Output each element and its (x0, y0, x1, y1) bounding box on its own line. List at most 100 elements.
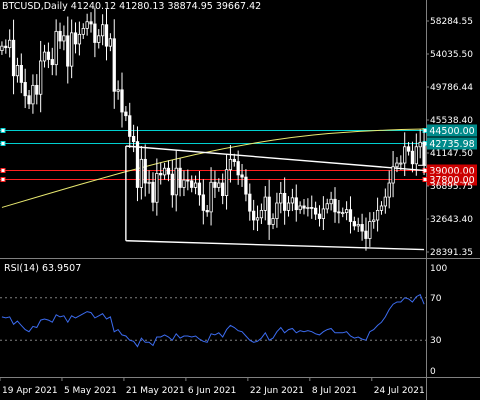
candle-body-37 (143, 158, 147, 184)
candle-body-66 (255, 217, 260, 221)
candle-body-4 (15, 65, 20, 77)
time-tick-0: 19 Apr 2021 (2, 386, 58, 396)
candle-38 (147, 170, 151, 194)
time-tick-1: 5 May 2021 (64, 386, 117, 396)
symbol-header: BTCUSD,Daily 41240.12 41280.13 38874.95 … (2, 1, 261, 12)
candle-body-102 (395, 162, 399, 168)
candle-80 (310, 195, 314, 219)
candle-body-96 (372, 219, 376, 222)
candle-body-92 (356, 224, 360, 227)
candle-102 (395, 157, 399, 173)
level-handle-right-3 (422, 177, 428, 182)
candle-106 (410, 141, 415, 173)
candle-62 (240, 163, 244, 187)
candle-body-76 (294, 197, 298, 211)
candle-107 (414, 133, 418, 176)
candle-35 (135, 126, 140, 202)
level-handle-left-3 (0, 177, 6, 182)
candle-body-18 (70, 32, 74, 67)
candle-body-20 (77, 33, 82, 45)
candle-33 (128, 102, 132, 149)
candle-79 (306, 198, 310, 217)
candle-98 (379, 201, 384, 215)
candle-56 (217, 178, 221, 192)
price-tick-3: 45538.40 (430, 116, 473, 126)
time-tick-2: 21 May 2021 (126, 386, 185, 396)
candle-body-58 (224, 169, 229, 196)
candle-19 (73, 22, 78, 54)
candle-49 (190, 175, 194, 193)
candle-59 (228, 145, 233, 183)
candle-89 (344, 201, 349, 221)
candle-body-62 (240, 174, 244, 178)
candle-95 (368, 212, 372, 247)
candle-91 (352, 216, 356, 231)
candle-body-8 (31, 84, 35, 105)
candle-body-57 (221, 182, 225, 196)
candle-73 (283, 177, 287, 225)
candle-body-51 (197, 182, 202, 196)
candle-96 (372, 211, 376, 229)
candle-body-105 (406, 146, 411, 152)
candle-body-53 (205, 209, 209, 213)
candle-78 (302, 199, 306, 215)
price-tick-2: 49786.44 (430, 83, 473, 93)
rsi-line (1, 293, 425, 348)
candle-4 (15, 57, 20, 83)
candle-body-73 (283, 192, 287, 211)
candle-86 (333, 187, 337, 223)
candle-68 (263, 186, 267, 221)
candle-body-3 (11, 39, 16, 77)
candle-body-103 (399, 162, 403, 165)
candle-body-95 (368, 221, 372, 239)
candle-body-43 (166, 167, 171, 175)
candle-body-6 (23, 82, 27, 97)
candle-body-99 (383, 196, 387, 207)
candle-2 (8, 29, 12, 58)
candle-body-98 (379, 205, 384, 211)
candle-body-39 (151, 181, 155, 203)
candle-body-31 (120, 89, 124, 113)
candle-body-35 (135, 141, 140, 188)
price-tick-0: 58284.55 (430, 17, 473, 27)
candle-body-91 (352, 221, 356, 227)
candle-body-22 (85, 21, 89, 29)
candle-25 (97, 29, 101, 49)
candle-body-67 (259, 209, 264, 219)
candle-body-26 (100, 24, 105, 37)
candle-body-12 (46, 51, 51, 60)
candle-body-86 (333, 198, 337, 213)
candle-43 (166, 160, 171, 182)
ohlc-readout: 41240.12 41280.13 38874.95 39667.42 (70, 1, 262, 12)
candle-32 (124, 106, 128, 122)
candle-47 (182, 170, 186, 197)
candle-87 (337, 200, 341, 224)
level-label-bg-0 (427, 124, 477, 137)
candle-body-23 (89, 21, 93, 25)
candle-21 (81, 23, 85, 39)
candle-body-16 (62, 35, 66, 42)
candle-body-15 (58, 30, 62, 42)
candle-body-79 (306, 207, 310, 209)
candle-body-49 (190, 180, 194, 188)
candle-body-9 (35, 84, 39, 95)
candle-16 (62, 25, 66, 51)
trendline-lower (125, 240, 425, 251)
candle-body-93 (360, 224, 364, 232)
candle-97 (375, 197, 380, 232)
candle-31 (120, 72, 124, 128)
candle-body-81 (313, 207, 318, 215)
candle-body-109 (422, 141, 426, 166)
candle-14 (54, 19, 58, 76)
candle-body-30 (116, 89, 120, 92)
candle-101 (391, 150, 395, 198)
candle-76 (294, 184, 298, 222)
candle-body-69 (267, 196, 271, 225)
time-tick-4: 22 Jun 2021 (250, 386, 304, 396)
candle-3 (11, 19, 16, 95)
candle-100 (387, 170, 391, 209)
candle-30 (116, 80, 120, 100)
candle-body-45 (174, 167, 178, 196)
candle-body-29 (112, 38, 116, 92)
